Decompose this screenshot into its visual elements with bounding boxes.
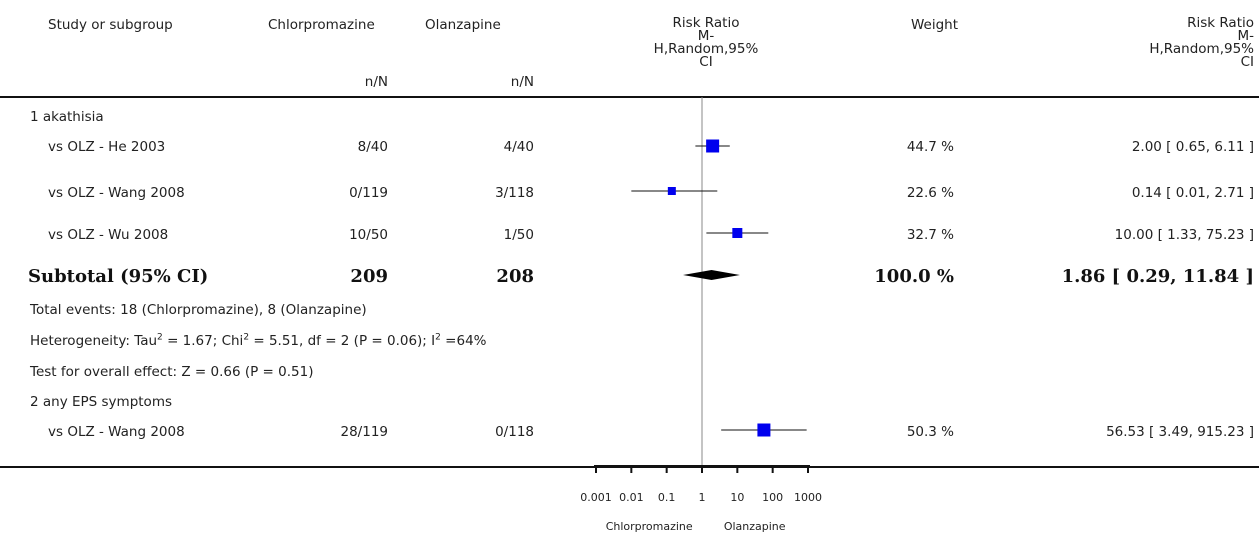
heterogeneity: Heterogeneity: Tau2 = 1.67; Chi2 = 5.51,… [30,332,487,349]
ctrl-events: 0/118 [495,424,534,440]
favours-right-label: Olanzapine [724,520,786,533]
group-title: 1 akathisia [30,109,104,125]
study-name: vs OLZ - Wu 2008 [48,227,169,243]
tick-label: 1000 [794,491,822,504]
subtotal-weight: 100.0 % [874,266,954,287]
header-risk-ratio-plot: Risk Ratio M- H,Random,95% CI [653,15,759,70]
study-name: vs OLZ - He 2003 [48,139,166,155]
tick-label: 0.1 [658,491,676,504]
subtotal-exp: 209 [350,266,388,287]
study-name: vs OLZ - Wang 2008 [48,185,185,201]
header-rule [0,96,1259,98]
header-nN-ctrl: n/N [510,74,534,90]
study-marker [667,187,676,195]
exp-events: 0/119 [349,185,388,201]
ctrl-events: 3/118 [495,185,534,201]
exp-events: 8/40 [357,139,388,155]
header-risk-ratio-ci: Risk Ratio M- H,Random,95% CI [1149,15,1254,70]
subtotal-diamond [683,270,740,280]
study-weight: 50.3 % [906,424,954,440]
tick-label: 0.01 [619,491,644,504]
study-ci: 0.14 [ 0.01, 2.71 ] [1131,185,1254,201]
study-weight: 22.6 % [906,185,954,201]
subtotal-label: Subtotal (95% CI) [28,266,209,287]
exp-events: 28/119 [340,424,389,440]
exp-events: 10/50 [349,227,388,243]
study-marker [757,423,771,437]
total-events: Total events: 18 (Chlorpromazine), 8 (Ol… [30,302,367,318]
tick-label: 1 [699,491,706,504]
header-weight: Weight [911,17,959,33]
study-marker [706,139,720,153]
header-study: Study or subgroup [48,17,173,33]
subtotal-ci: 1.86 [ 0.29, 11.84 ] [1061,266,1254,287]
study-ci: 2.00 [ 0.65, 6.11 ] [1131,139,1254,155]
study-ci: 56.53 [ 3.49, 915.23 ] [1106,424,1254,440]
study-weight: 44.7 % [906,139,954,155]
tick-label: 0.001 [580,491,612,504]
study-marker [732,228,743,238]
header-chlorpromazine: Chlorpromazine [268,17,375,33]
ctrl-events: 4/40 [503,139,534,155]
header-olanzapine: Olanzapine [425,17,501,33]
ctrl-events: 1/50 [503,227,534,243]
tick-label: 100 [762,491,783,504]
overall-effect: Test for overall effect: Z = 0.66 (P = 0… [30,364,314,380]
subtotal-ctrl: 208 [496,266,534,287]
group-title: 2 any EPS symptoms [30,394,173,410]
favours-left-label: Chlorpromazine [606,520,693,533]
study-ci: 10.00 [ 1.33, 75.23 ] [1114,227,1254,243]
study-weight: 32.7 % [906,227,954,243]
study-name: vs OLZ - Wang 2008 [48,424,185,440]
header-nN-exp: n/N [364,74,388,90]
tick-label: 10 [730,491,744,504]
